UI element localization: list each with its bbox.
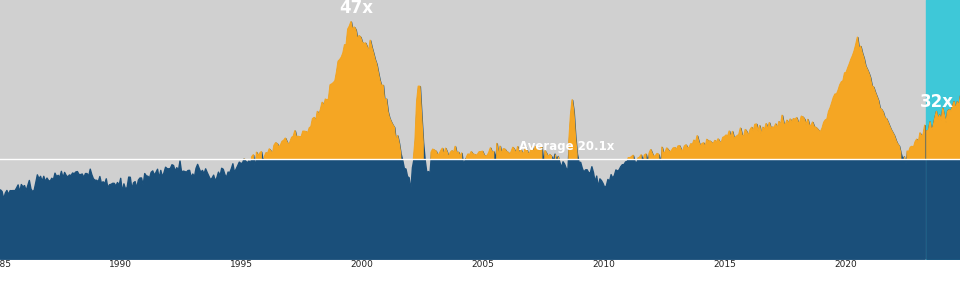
Text: 47x: 47x [339, 0, 372, 17]
Text: Average 20.1x: Average 20.1x [519, 140, 614, 153]
Text: 32x: 32x [920, 93, 953, 111]
